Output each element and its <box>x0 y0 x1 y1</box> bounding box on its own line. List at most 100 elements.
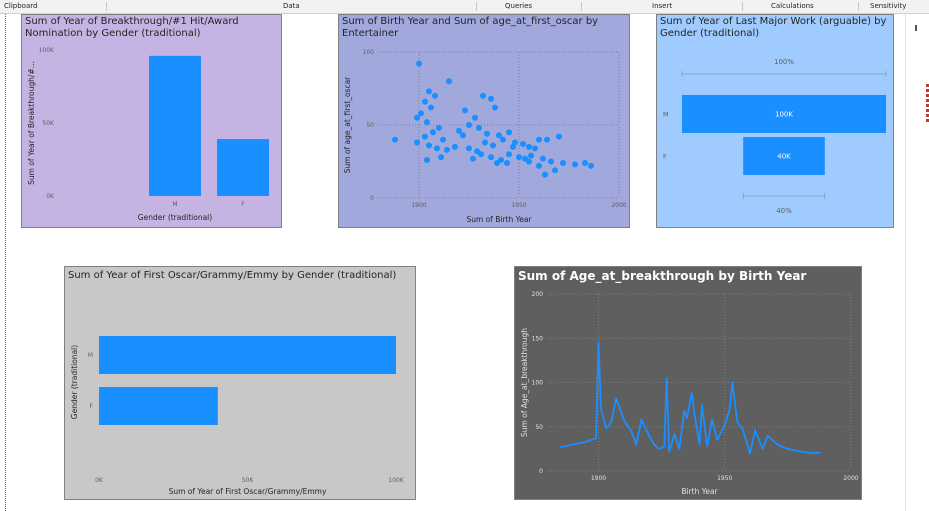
y-tick-label: 50 <box>535 424 543 431</box>
scatter-point <box>552 167 558 174</box>
scatter-point <box>444 146 450 153</box>
x-tick-label: M <box>172 201 177 208</box>
scatter-point <box>488 154 494 161</box>
chart-plot: 0 50 100 1900 1950 2000 Sum of Birth Year Sum o… <box>343 49 627 224</box>
funnel-bar-F <box>743 137 825 175</box>
scatter-point <box>472 114 478 121</box>
scatter-point <box>432 92 438 99</box>
scatter-point <box>482 139 488 146</box>
x-axis-label: Gender (traditional) <box>138 213 212 222</box>
scatter-point <box>560 159 566 166</box>
scatter-point <box>510 143 516 150</box>
chart-breakthrough-by-gender[interactable]: Sum of Year of Breakthrough/#1 Hit/Award… <box>21 14 282 228</box>
scatter-point <box>434 145 440 152</box>
funnel-category-label: M <box>663 111 669 119</box>
scatter-point <box>428 104 434 111</box>
x-tick-label: 50K <box>242 477 255 484</box>
scatter-point <box>414 114 420 121</box>
scatter-point <box>460 132 466 139</box>
chart-birth-year-vs-age[interactable]: Sum of Birth Year and Sum of age_at_firs… <box>338 14 630 228</box>
x-tick-label: 2000 <box>611 202 626 209</box>
chart-last-major-work-funnel[interactable]: Sum of Year of Last Major Work (arguable… <box>656 14 894 228</box>
y-tick-label: F <box>90 403 94 410</box>
chart-plot: 0 50 100 150 200 1900 1950 2000 Birth Year Sum of… <box>520 291 859 496</box>
scatter-point <box>416 60 422 67</box>
y-axis-label: Sum of age_at_first_oscar <box>343 76 352 173</box>
scatter-point <box>536 162 542 169</box>
y-tick-label: M <box>88 352 93 359</box>
ribbon-group-sensitivity[interactable]: Sensitivity <box>870 2 907 10</box>
scatter-point <box>484 130 490 137</box>
right-pane-collapsed[interactable] <box>905 14 929 511</box>
series-line <box>560 341 821 455</box>
x-tick-label: 1950 <box>511 202 526 209</box>
x-tick-label: 1900 <box>411 202 426 209</box>
scatter-point <box>426 88 432 95</box>
scatter-point <box>446 78 452 85</box>
bar-M <box>99 336 396 374</box>
scatter-point <box>424 157 430 164</box>
funnel-bar-M <box>682 95 886 133</box>
x-axis-label: Birth Year <box>681 487 718 496</box>
y-tick-label: 100 <box>532 380 544 387</box>
y-axis-label: Gender (traditional) <box>70 345 79 419</box>
y-tick-label: 200 <box>532 291 544 298</box>
x-tick-label: 2000 <box>843 475 858 482</box>
x-tick-label: F <box>241 201 245 208</box>
ribbon-divider <box>858 2 859 11</box>
y-axis-label: Sum of Age_at_breakthrough <box>520 328 529 437</box>
y-tick-label: 100 <box>363 49 375 56</box>
scatter-point <box>392 136 398 143</box>
ribbon-group-calculations[interactable]: Calculations <box>771 2 814 10</box>
scatter-point <box>424 119 430 126</box>
scatter-point <box>542 171 548 178</box>
pane-toggle-icon[interactable] <box>915 25 917 31</box>
bar-F <box>217 139 269 196</box>
funnel-percent-bottom: 40% <box>776 207 792 215</box>
scatter-point <box>548 158 554 165</box>
scatter-point <box>528 152 534 159</box>
scatter-point <box>526 158 532 165</box>
x-axis-label: Sum of Year of First Oscar/Grammy/Emmy <box>169 487 327 496</box>
chart-title: Sum of Year of Last Major Work (arguable… <box>660 16 887 39</box>
scatter-point <box>490 142 496 149</box>
scatter-point <box>588 162 594 169</box>
scatter-point <box>470 155 476 162</box>
y-tick-label: 0K <box>46 193 55 200</box>
scatter-point <box>462 107 468 114</box>
funnel-percent-top: 100% <box>774 58 794 66</box>
ribbon-group-data[interactable]: Data <box>283 2 300 10</box>
funnel-value-label: 100K <box>775 111 793 119</box>
y-tick-label: 0 <box>539 468 543 475</box>
y-axis-label: Sum of Year of Breakthrough/#... <box>27 61 36 185</box>
chart-title: Sum of Age_at_breakthrough by Birth Year <box>518 269 807 283</box>
scatter-point <box>478 151 484 158</box>
scatter-point <box>438 154 444 161</box>
x-tick-label: 1950 <box>717 475 732 482</box>
x-tick-label: 100K <box>388 477 404 484</box>
ribbon-group-clipboard[interactable]: Clipboard <box>4 2 38 10</box>
chart-title: Sum of Year of First Oscar/Grammy/Emmy b… <box>68 270 397 281</box>
scatter-point <box>582 159 588 166</box>
scatter-point <box>504 159 510 166</box>
ribbon-divider <box>476 2 477 11</box>
x-tick-label: 0K <box>95 477 104 484</box>
scatter-point <box>532 145 538 152</box>
chart-first-oscar-by-gender[interactable]: Sum of Year of First Oscar/Grammy/Emmy b… <box>64 266 416 500</box>
scatter-point <box>506 129 512 136</box>
ribbon-group-queries[interactable]: Queries <box>505 2 533 10</box>
scatter-point <box>422 133 428 140</box>
x-axis-label: Sum of Birth Year <box>466 215 532 224</box>
scatter-point <box>520 140 526 147</box>
scatter-point <box>456 127 462 134</box>
chart-age-at-breakthrough[interactable]: Sum of Age_at_breakthrough by Birth Year… <box>514 266 862 500</box>
scatter-point <box>466 122 472 128</box>
chart-title: Sum of Birth Year and Sum of age_at_firs… <box>342 16 599 39</box>
chart-plot: M F 0K 50K 100K Sum of Year of First Oscar/Gr… <box>70 336 405 496</box>
scatter-point <box>536 136 542 143</box>
scatter-point <box>414 139 420 146</box>
x-tick-label: 1900 <box>591 475 606 482</box>
ribbon-group-insert[interactable]: Insert <box>652 2 673 10</box>
pane-vertical-label <box>926 84 929 124</box>
scatter-point <box>488 95 494 102</box>
